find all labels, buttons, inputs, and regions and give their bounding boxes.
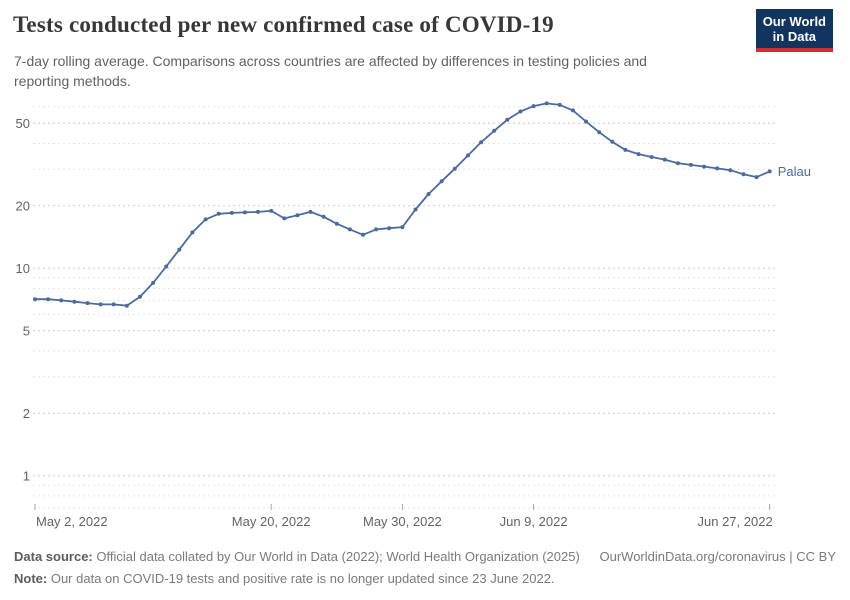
data-point xyxy=(374,227,379,232)
data-point xyxy=(400,225,405,230)
footer-source-label: Data source: xyxy=(14,549,93,564)
owid-logo-line2: in Data xyxy=(772,29,817,44)
data-point xyxy=(636,152,641,157)
data-point xyxy=(557,102,562,107)
data-point xyxy=(138,294,142,299)
data-point xyxy=(439,179,444,184)
data-point xyxy=(702,164,707,169)
data-point xyxy=(295,213,300,218)
data-point xyxy=(544,101,549,106)
data-point xyxy=(505,117,510,122)
data-point xyxy=(584,119,588,124)
data-point xyxy=(492,128,497,133)
data-point xyxy=(229,210,234,215)
data-point xyxy=(689,162,693,167)
data-point xyxy=(190,230,195,235)
data-point xyxy=(242,210,247,215)
footer-credit-link[interactable]: OurWorldinData.org/coronavirus | CC BY xyxy=(599,549,836,564)
data-point xyxy=(452,166,457,171)
data-point xyxy=(308,209,313,214)
data-point xyxy=(256,209,260,214)
y-axis-label: 5 xyxy=(23,323,30,338)
data-point xyxy=(33,297,37,302)
chart-footer: Data source: Official data collated by O… xyxy=(14,546,836,590)
footer-source-text: Official data collated by Our World in D… xyxy=(96,549,580,564)
x-axis-label: Jun 9, 2022 xyxy=(500,514,568,529)
x-axis-label: Jun 27, 2022 xyxy=(698,514,773,529)
x-axis-label: May 2, 2022 xyxy=(36,514,108,529)
owid-logo-line1: Our World xyxy=(762,14,826,29)
footer-note-label: Note: xyxy=(14,571,48,586)
data-point xyxy=(347,227,352,232)
data-point xyxy=(728,168,733,173)
data-point xyxy=(177,247,182,252)
chart-subtitle: 7-day rolling average. Comparisons acros… xyxy=(14,53,647,89)
data-point xyxy=(361,232,365,237)
footer-source-row: Data source: Official data collated by O… xyxy=(14,546,836,568)
data-point xyxy=(531,104,536,109)
data-point xyxy=(662,157,667,162)
data-point xyxy=(413,207,418,212)
data-point xyxy=(741,172,746,177)
data-point xyxy=(466,153,470,158)
data-point xyxy=(675,161,680,166)
data-point xyxy=(216,211,221,216)
data-point xyxy=(269,208,274,213)
data-point xyxy=(334,221,339,226)
y-axis-label: 10 xyxy=(16,261,30,276)
x-axis-label: May 30, 2022 xyxy=(363,514,442,529)
y-axis-label: 50 xyxy=(16,116,30,131)
palau-trend-line xyxy=(34,102,771,307)
owid-logo[interactable]: Our World in Data xyxy=(755,9,833,52)
series-label-palau: Palau xyxy=(778,164,811,179)
data-point xyxy=(387,226,392,231)
data-point xyxy=(98,302,103,307)
data-point xyxy=(111,302,116,307)
y-axis-label: 1 xyxy=(23,468,30,483)
data-point xyxy=(715,166,720,171)
data-point xyxy=(597,130,602,135)
chart-title: Tests conducted per new confirmed case o… xyxy=(13,12,554,37)
data-point xyxy=(754,175,759,180)
data-point xyxy=(282,216,287,221)
data-point xyxy=(151,280,156,285)
data-point xyxy=(426,192,431,196)
data-point xyxy=(59,298,64,303)
data-point xyxy=(124,303,129,308)
data-point xyxy=(85,301,90,306)
y-axis-label: 20 xyxy=(16,198,30,213)
data-point xyxy=(623,147,628,152)
data-point xyxy=(203,217,208,222)
data-point xyxy=(72,299,77,304)
data-point xyxy=(610,139,615,144)
data-point xyxy=(321,214,326,219)
footer-note: Note: Our data on COVID-19 tests and pos… xyxy=(14,568,836,590)
data-point xyxy=(767,169,772,174)
data-point xyxy=(164,264,169,269)
y-axis-label: 2 xyxy=(23,406,30,421)
x-axis-label: May 20, 2022 xyxy=(232,514,311,529)
data-point xyxy=(649,155,654,159)
data-point xyxy=(46,297,51,302)
data-point xyxy=(570,108,575,113)
data-point xyxy=(518,109,523,114)
data-point xyxy=(479,140,484,145)
footer-source: Data source: Official data collated by O… xyxy=(14,546,580,568)
footer-note-text: Our data on COVID-19 tests and positive … xyxy=(50,571,555,586)
